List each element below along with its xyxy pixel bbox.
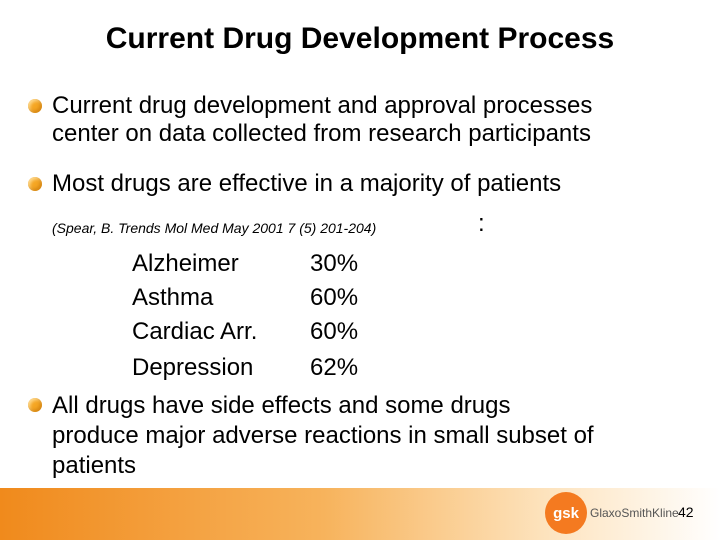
- bullet-3-line-2: produce major adverse reactions in small…: [52, 422, 594, 449]
- page-number: 42: [678, 504, 694, 520]
- bullet-icon: [28, 177, 42, 191]
- citation: (Spear, B. Trends Mol Med May 2001 7 (5)…: [52, 220, 377, 236]
- efficacy-condition-2: Asthma: [132, 284, 214, 311]
- bullet-3-line-1: All drugs have side effects and some dru…: [52, 392, 511, 419]
- logo-mark: gsk: [553, 504, 579, 522]
- citation-colon: :: [478, 210, 485, 237]
- efficacy-condition-1: Alzheimer: [132, 250, 239, 277]
- efficacy-rate-3: 60%: [310, 318, 359, 345]
- bullet-icon: [28, 398, 42, 412]
- bullet-icon: [28, 99, 42, 113]
- efficacy-condition-4: Depression: [132, 354, 254, 381]
- bullet-1-line-1: Current drug development and approval pr…: [52, 92, 593, 119]
- efficacy-rate-4: 62%: [310, 354, 359, 381]
- efficacy-rate-1: 30%: [310, 250, 359, 277]
- efficacy-rate-2: 60%: [310, 284, 359, 311]
- gsk-logo-icon: gsk: [545, 492, 587, 534]
- slide-title: Current Drug Development Process: [105, 22, 615, 55]
- efficacy-condition-3: Cardiac Arr.: [132, 318, 258, 345]
- logo-name: GlaxoSmithKline: [590, 506, 679, 520]
- footer-bar: [0, 488, 720, 540]
- bullet-1-line-2: center on data collected from research p…: [52, 120, 591, 147]
- bullet-3-line-3: patients: [52, 452, 137, 479]
- bullet-2-line-1: Most drugs are effective in a majority o…: [52, 170, 562, 197]
